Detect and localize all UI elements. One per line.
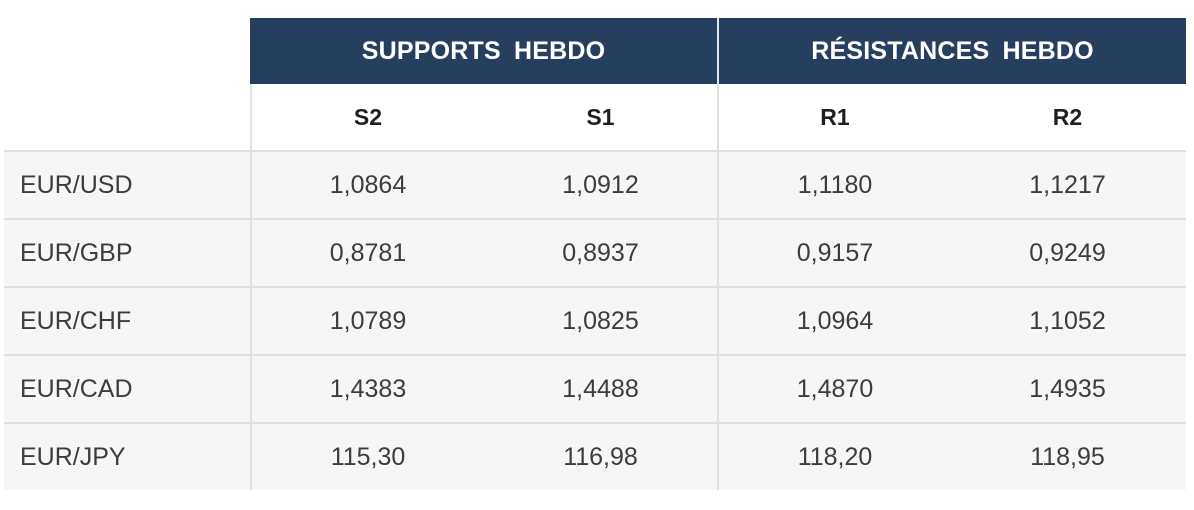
- table-row: EUR/USD 1,0864 1,0912 1,1180 1,1217: [4, 152, 1186, 220]
- value-r2: 118,95: [1030, 442, 1105, 471]
- value-r2: 1,4935: [1029, 374, 1106, 403]
- table-row: EUR/JPY 115,30 116,98 118,20 118,95: [4, 424, 1186, 490]
- value-r1: 118,20: [717, 424, 951, 490]
- currency-pair-label: EUR/JPY: [20, 442, 126, 471]
- value-s2: 1,0789: [250, 288, 484, 354]
- value-s2: 115,30: [250, 424, 484, 490]
- value-s1: 116,98: [563, 442, 638, 471]
- value-r1: 1,0964: [717, 288, 951, 354]
- value-s1: 1,0912: [562, 170, 639, 199]
- currency-pair-label: EUR/CHF: [20, 306, 132, 335]
- value-s1: 1,4488: [562, 374, 639, 403]
- value-s1: 0,8937: [562, 238, 639, 267]
- value-s2: 0,8781: [250, 220, 484, 286]
- value-r1: 0,9157: [717, 220, 951, 286]
- value-r2: 1,1217: [1029, 170, 1106, 199]
- header-blank-cell: [4, 18, 250, 84]
- value-r2: 0,9249: [1029, 238, 1106, 267]
- currency-pair-label: EUR/GBP: [20, 238, 133, 267]
- group-header-row: SUPPORTS HEBDO RÉSISTANCES HEBDO: [4, 18, 1186, 84]
- column-header-s2: S2: [250, 84, 484, 150]
- resistances-group-header: RÉSISTANCES HEBDO: [717, 18, 1186, 84]
- supports-group-header: SUPPORTS HEBDO: [250, 18, 717, 84]
- value-s2: 1,0864: [250, 152, 484, 218]
- table-row: EUR/CHF 1,0789 1,0825 1,0964 1,1052: [4, 288, 1186, 356]
- currency-pair-label: EUR/USD: [20, 170, 133, 199]
- column-header-r2: R2: [1052, 103, 1083, 130]
- column-header-s1: S1: [586, 103, 615, 130]
- value-s1: 1,0825: [562, 306, 639, 335]
- value-r1: 1,4870: [717, 356, 951, 422]
- column-header-r1: R1: [717, 84, 951, 150]
- table-row: EUR/CAD 1,4383 1,4488 1,4870 1,4935: [4, 356, 1186, 424]
- value-s2: 1,4383: [250, 356, 484, 422]
- weekly-pivot-table: SUPPORTS HEBDO RÉSISTANCES HEBDO S2 S1 R…: [4, 18, 1186, 490]
- column-header-row: S2 S1 R1 R2: [4, 84, 1186, 152]
- currency-pair-label: EUR/CAD: [20, 374, 133, 403]
- column-header-blank: [4, 84, 250, 150]
- value-r2: 1,1052: [1029, 306, 1106, 335]
- table-row: EUR/GBP 0,8781 0,8937 0,9157 0,9249: [4, 220, 1186, 288]
- value-r1: 1,1180: [717, 152, 951, 218]
